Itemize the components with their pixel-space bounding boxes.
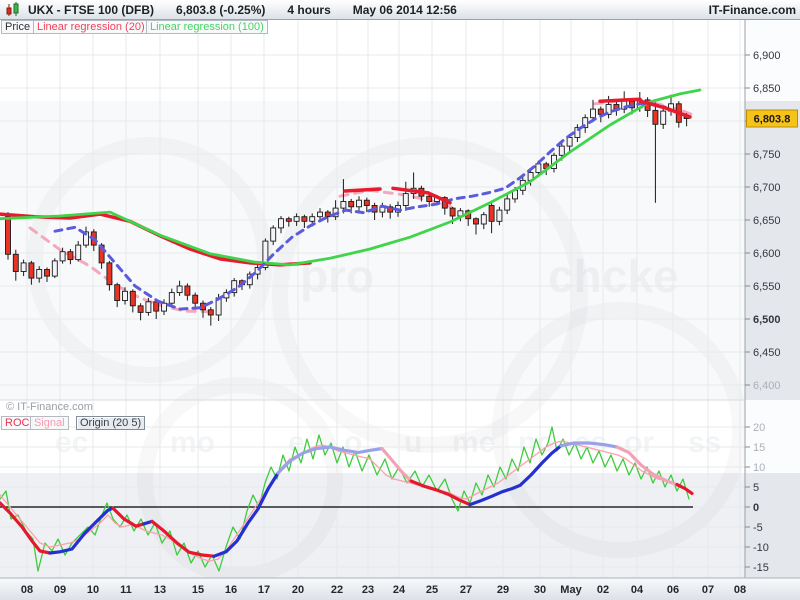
symbol-title: UKX - FTSE 100 (DFB) <box>28 2 155 17</box>
linreg-20-seg-a <box>343 187 382 193</box>
svg-text:-15: -15 <box>753 562 769 574</box>
svg-text:04: 04 <box>631 584 644 596</box>
svg-text:07: 07 <box>702 584 714 596</box>
roc-signal-blue <box>212 471 280 558</box>
svg-text:08: 08 <box>734 584 746 596</box>
linreg-20-seg-d <box>638 99 692 119</box>
svg-text:10: 10 <box>87 584 99 596</box>
svg-text:6,600: 6,600 <box>753 248 781 260</box>
title-bar: UKX - FTSE 100 (DFB) 6,803.8 (-0.25%) 4 … <box>0 0 800 20</box>
svg-text:-10: -10 <box>753 542 769 554</box>
axes: 6,900 6,850 6,750 6,700 6,650 6,600 6,550 6,500… <box>0 19 800 600</box>
brand-label: IT-Finance.com <box>708 2 796 17</box>
svg-text:May: May <box>560 584 582 596</box>
candlestick-icon <box>4 2 22 17</box>
tab-linear-regression-100[interactable]: Linear regression (100) <box>146 20 268 34</box>
svg-text:27: 27 <box>460 584 472 596</box>
svg-text:5: 5 <box>753 482 759 494</box>
svg-text:24: 24 <box>393 584 406 596</box>
svg-text:e: e <box>288 426 305 459</box>
tab-roc-origin[interactable]: Origin (20 5) <box>76 416 146 430</box>
tab-linear-regression-20[interactable]: Linear regression (20) <box>33 20 149 34</box>
svg-text:6,450: 6,450 <box>753 347 781 359</box>
svg-text:20: 20 <box>292 584 304 596</box>
linreg-20-seg-b <box>391 186 452 205</box>
roc-signal-red <box>675 483 694 495</box>
svg-text:15: 15 <box>192 584 204 596</box>
svg-text:u: u <box>404 426 422 459</box>
last-price-badge <box>746 109 798 128</box>
svg-text:06: 06 <box>667 584 679 596</box>
roc-signal-pink <box>615 445 679 487</box>
roc-signal-red <box>0 501 52 555</box>
svg-text:09: 09 <box>54 584 66 596</box>
svg-text:-5: -5 <box>753 522 763 534</box>
svg-text:6,700: 6,700 <box>753 182 781 194</box>
svg-text:30: 30 <box>534 584 546 596</box>
tab-roc-signal[interactable]: Signal <box>30 416 69 430</box>
panel-backgrounds <box>0 19 800 600</box>
svg-text:10: 10 <box>753 462 765 474</box>
svg-text:ss: ss <box>688 426 721 459</box>
svg-text:6,550: 6,550 <box>753 281 781 293</box>
svg-text:mo: mo <box>170 426 215 459</box>
tab-price[interactable]: Price <box>1 20 35 34</box>
svg-text:25: 25 <box>426 584 438 596</box>
roc-signal-blue <box>468 444 563 507</box>
linreg-20-seg-c <box>598 97 642 103</box>
roc-signal-pink <box>380 447 413 483</box>
svg-text:23: 23 <box>362 584 374 596</box>
signal-blue <box>53 102 667 311</box>
roc-signal-blue <box>48 506 115 555</box>
svg-text:17: 17 <box>258 584 270 596</box>
roc-signal-lavender <box>276 445 384 475</box>
svg-text:6,400: 6,400 <box>753 380 781 392</box>
svg-text:6,650: 6,650 <box>753 215 781 227</box>
svg-text:29: 29 <box>497 584 509 596</box>
svg-text:15: 15 <box>753 442 765 454</box>
svg-text:ec: ec <box>55 426 88 459</box>
svg-text:13: 13 <box>154 584 166 596</box>
svg-text:11: 11 <box>120 584 132 596</box>
linreg-100 <box>0 88 702 267</box>
gridlines <box>0 19 745 578</box>
svg-text:02: 02 <box>597 584 609 596</box>
timeframe-label: 4 hours <box>287 2 331 17</box>
svg-text:22: 22 <box>331 584 343 596</box>
last-price-badge-label: 6,803.8 <box>754 114 791 126</box>
linreg-20-old-b <box>338 188 457 210</box>
svg-text:6,500: 6,500 <box>753 314 781 326</box>
svg-text:cke: cke <box>602 250 679 302</box>
candlesticks <box>5 91 690 326</box>
last-price-change: 6,803.8 (-0.25%) <box>176 2 266 17</box>
svg-text:08: 08 <box>21 584 33 596</box>
svg-text:20: 20 <box>753 422 765 434</box>
svg-text:0: 0 <box>753 502 759 514</box>
roc-signal-red <box>150 519 216 558</box>
svg-text:6,750: 6,750 <box>753 149 781 161</box>
roc-lines <box>0 426 694 572</box>
roc-signal-lavender <box>559 441 619 449</box>
tab-roc[interactable]: ROC <box>1 416 34 430</box>
svg-text:6,900: 6,900 <box>753 50 781 62</box>
svg-text:me: me <box>452 426 495 459</box>
roc-lagged <box>0 440 691 562</box>
svg-text:ch: ch <box>548 250 602 302</box>
datetime-label: May 06 2014 12:56 <box>352 2 457 17</box>
copyright-label: © IT-Finance.com <box>6 401 93 413</box>
price-overlays <box>0 88 702 311</box>
roc-signal-red <box>111 506 146 528</box>
svg-text:6,850: 6,850 <box>753 83 781 95</box>
roc-signal-red <box>409 479 472 507</box>
svg-text:16: 16 <box>225 584 237 596</box>
